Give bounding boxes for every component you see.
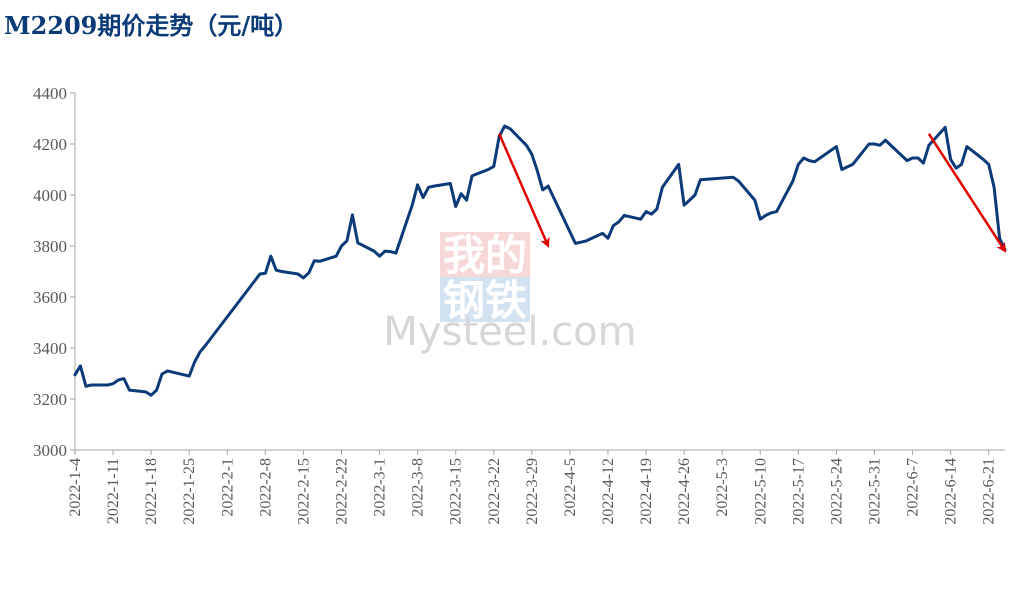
x-tick-label: 2022-5-31	[866, 458, 883, 525]
trend-arrow	[927, 133, 1007, 253]
x-tick-label: 2022-3-1	[372, 458, 389, 517]
x-tick-label: 2022-3-29	[524, 458, 541, 525]
x-tick-label: 2022-3-22	[486, 458, 503, 525]
x-tick-label: 2022-6-21	[981, 458, 998, 525]
y-tick-label: 4200	[33, 135, 67, 154]
price-line	[73, 124, 1007, 397]
x-tick-label: 2022-1-11	[105, 458, 122, 524]
x-tick-label: 2022-6-7	[905, 458, 922, 517]
y-tick-label: 3000	[33, 441, 67, 460]
x-tick-label: 2022-3-8	[410, 458, 427, 517]
y-tick-label: 4000	[33, 186, 67, 205]
x-tick-label: 2022-6-14	[943, 458, 960, 525]
x-tick-label: 2022-4-5	[562, 458, 579, 517]
x-tick-label: 2022-1-25	[181, 458, 198, 525]
chart-title: M2209期价走势（元/吨）	[4, 11, 299, 40]
x-tick-label: 2022-2-1	[219, 458, 236, 517]
x-tick-label: 2022-2-8	[257, 458, 274, 517]
x-tick-label: 2022-5-10	[752, 458, 769, 525]
watermark-cn-bottom: 钢铁	[443, 276, 527, 325]
x-tick-label: 2022-5-17	[790, 458, 807, 525]
watermark: 我的 钢铁 Mysteel.com	[383, 231, 636, 355]
x-tick-label: 2022-4-12	[600, 458, 617, 525]
trend-arrow	[498, 133, 550, 248]
plot-area	[73, 124, 1007, 397]
y-tick-label: 4400	[33, 84, 67, 103]
x-tick-label: 2022-5-24	[828, 458, 845, 525]
watermark-en: Mysteel.com	[383, 309, 636, 355]
x-tick-label: 2022-3-15	[448, 458, 465, 525]
y-tick-label: 3400	[33, 339, 67, 358]
y-tick-label: 3800	[33, 237, 67, 256]
watermark-bottom-block	[440, 277, 530, 322]
x-tick-label: 2022-4-19	[638, 458, 655, 525]
x-tick-label: 2022-2-15	[295, 458, 312, 525]
y-tick-label: 3200	[33, 390, 67, 409]
x-tick-label: 2022-1-4	[67, 458, 84, 517]
x-tick-label: 2022-4-26	[676, 458, 693, 525]
watermark-cn-top: 我的	[443, 231, 527, 280]
axes: 3000 3200 3400 3600 3800 4000 4200 4400 2022-1-4…	[33, 84, 1005, 525]
x-tick-label: 2022-2-22	[333, 458, 350, 525]
y-tick-label: 3600	[33, 288, 67, 307]
watermark-top-block	[440, 232, 530, 277]
x-tick-label: 2022-1-18	[143, 458, 160, 525]
x-tick-label: 2022-5-3	[714, 458, 731, 517]
